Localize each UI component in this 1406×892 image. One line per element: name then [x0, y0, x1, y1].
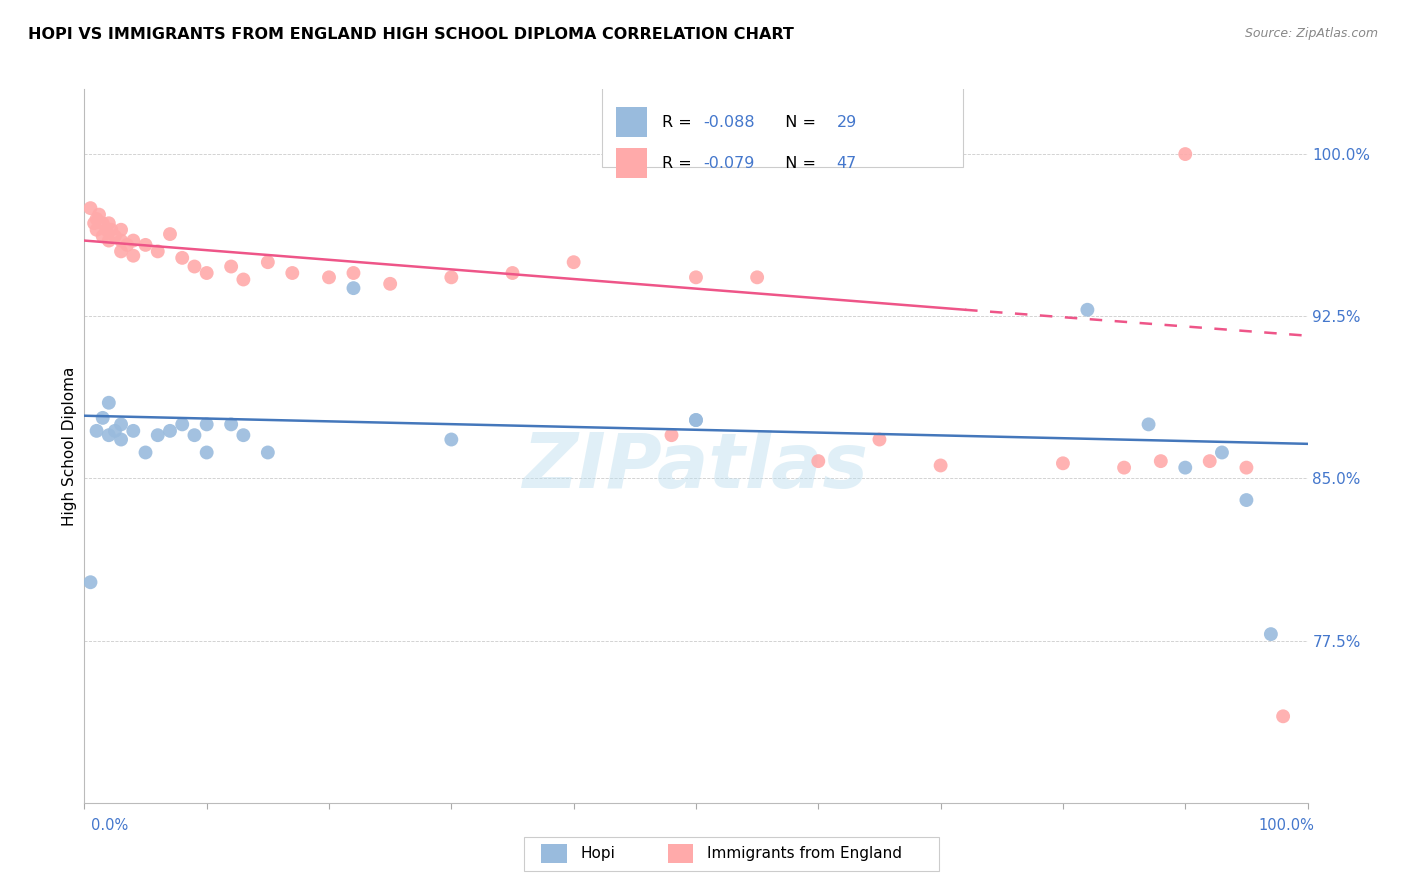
Text: R =: R = [662, 156, 696, 171]
Text: HOPI VS IMMIGRANTS FROM ENGLAND HIGH SCHOOL DIPLOMA CORRELATION CHART: HOPI VS IMMIGRANTS FROM ENGLAND HIGH SCH… [28, 27, 794, 42]
Point [79, 201, 101, 215]
Point [110, 433, 132, 447]
Text: -0.088: -0.088 [703, 114, 755, 129]
Point [159, 424, 181, 438]
Point [232, 428, 254, 442]
Point [1052, 456, 1074, 470]
Point [86, 211, 108, 226]
Point [1260, 627, 1282, 641]
Point [146, 428, 169, 442]
Text: Hopi: Hopi [581, 847, 616, 861]
Point [342, 281, 364, 295]
Text: N =: N = [776, 156, 821, 171]
Point [104, 424, 127, 438]
Point [929, 458, 952, 473]
Point [1076, 302, 1098, 317]
Text: N =: N = [776, 114, 821, 129]
Point [79, 575, 101, 590]
Point [1211, 445, 1233, 459]
Point [195, 266, 218, 280]
Point [86, 424, 108, 438]
Point [86, 223, 108, 237]
Point [1234, 460, 1257, 475]
Point [869, 433, 891, 447]
Text: 29: 29 [837, 114, 856, 129]
Point [91, 229, 114, 244]
Point [747, 270, 769, 285]
Point [1272, 709, 1295, 723]
Point [159, 227, 181, 241]
Point [685, 413, 707, 427]
Point [100, 223, 122, 237]
Point [97, 234, 120, 248]
Point [135, 445, 157, 459]
Point [183, 428, 205, 442]
Point [83, 216, 105, 230]
Point [135, 238, 157, 252]
Point [1174, 147, 1197, 161]
Point [318, 270, 340, 285]
FancyBboxPatch shape [616, 148, 647, 178]
Point [91, 410, 114, 425]
Point [342, 266, 364, 280]
Point [219, 417, 242, 432]
Point [110, 244, 132, 259]
Point [122, 249, 145, 263]
Point [281, 266, 304, 280]
Point [440, 433, 463, 447]
Point [685, 270, 707, 285]
Point [257, 255, 280, 269]
Text: ZIPatlas: ZIPatlas [523, 431, 869, 504]
Text: Immigrants from England: Immigrants from England [707, 847, 903, 861]
Point [1150, 454, 1173, 468]
Text: 100.0%: 100.0% [1258, 818, 1315, 832]
Point [232, 272, 254, 286]
Text: R =: R = [662, 114, 696, 129]
Point [685, 413, 707, 427]
Point [219, 260, 242, 274]
Point [104, 229, 127, 244]
Point [122, 424, 145, 438]
Point [172, 417, 194, 432]
Y-axis label: High School Diploma: High School Diploma [62, 367, 77, 525]
Point [1198, 454, 1220, 468]
FancyBboxPatch shape [616, 107, 647, 137]
Point [110, 223, 132, 237]
Point [1234, 493, 1257, 508]
Point [110, 234, 132, 248]
Point [97, 428, 120, 442]
Text: -0.079: -0.079 [703, 156, 755, 171]
Point [115, 238, 138, 252]
Point [1174, 460, 1197, 475]
Point [501, 266, 523, 280]
Point [661, 428, 683, 442]
Text: 47: 47 [837, 156, 856, 171]
Point [562, 255, 585, 269]
Point [122, 234, 145, 248]
Point [146, 244, 169, 259]
Point [440, 270, 463, 285]
Point [172, 251, 194, 265]
Point [87, 208, 110, 222]
Point [97, 216, 120, 230]
Text: Source: ZipAtlas.com: Source: ZipAtlas.com [1244, 27, 1378, 40]
Point [380, 277, 402, 291]
Point [96, 223, 118, 237]
FancyBboxPatch shape [602, 80, 963, 167]
Text: 0.0%: 0.0% [91, 818, 128, 832]
Point [195, 417, 218, 432]
Point [97, 396, 120, 410]
Point [183, 260, 205, 274]
Point [110, 417, 132, 432]
Point [1114, 460, 1136, 475]
Point [91, 216, 114, 230]
Point [1137, 417, 1160, 432]
Point [195, 445, 218, 459]
Point [807, 454, 830, 468]
Point [257, 445, 280, 459]
